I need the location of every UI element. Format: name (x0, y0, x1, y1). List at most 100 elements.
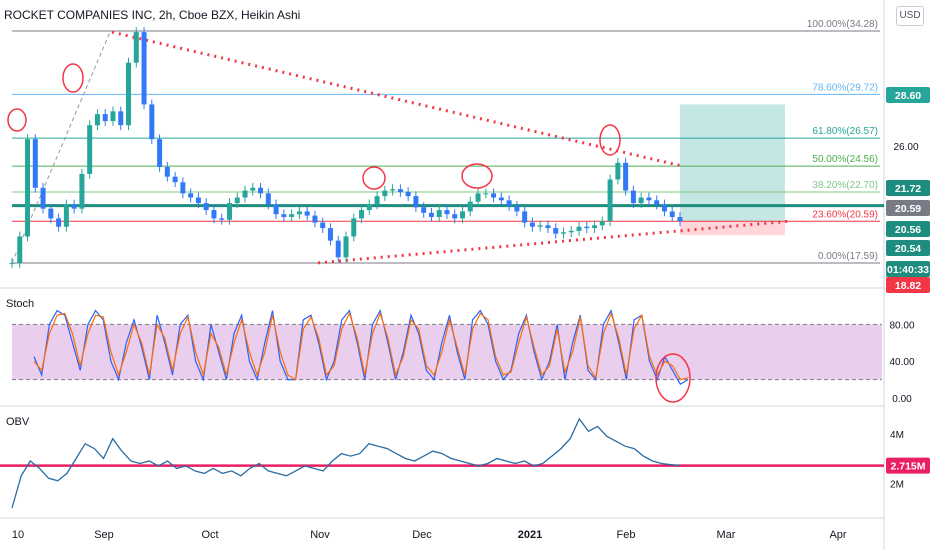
highlight-circle (461, 163, 493, 189)
price-candle (320, 222, 326, 229)
time-tick: Oct (201, 529, 218, 541)
obv-tick: 4M (890, 430, 904, 441)
price-candle (514, 205, 520, 212)
price-candle (234, 197, 240, 204)
obv-pane[interactable] (0, 417, 884, 509)
price-candle (522, 211, 528, 223)
price-candle (195, 197, 201, 204)
price-candle (483, 193, 489, 195)
price-candle (188, 193, 194, 198)
price-candle (646, 197, 652, 201)
price-candle (203, 203, 209, 211)
price-candle (226, 203, 232, 220)
highlight-circle (62, 63, 84, 93)
price-tag-bg (886, 200, 930, 216)
price-candle (149, 104, 155, 140)
price-candle (141, 32, 147, 105)
price-candle (654, 200, 660, 205)
price-candle (343, 236, 349, 258)
highlight-circle (362, 166, 386, 190)
price-candle (405, 191, 411, 197)
stoch-pane[interactable] (12, 308, 882, 403)
price-tag: 20.56 (895, 224, 921, 236)
price-candle (529, 222, 535, 227)
price-candle (615, 162, 621, 180)
price-candle (630, 190, 636, 204)
price-candle (94, 114, 100, 126)
price-candle (312, 215, 318, 223)
price-candle (359, 210, 365, 219)
price-candle (498, 197, 504, 201)
price-candle (436, 210, 442, 217)
currency-button[interactable]: USD (896, 6, 924, 26)
price-candle (304, 211, 310, 216)
price-tag-bg (886, 180, 930, 196)
time-tick: 10 (12, 529, 24, 541)
price-candle (211, 210, 217, 219)
price-candle (366, 204, 372, 211)
time-tick: Nov (310, 529, 330, 541)
highlight-circle (7, 108, 27, 132)
price-candle (265, 193, 271, 205)
stoch-label: Stoch (6, 298, 35, 310)
resistance-trendline (111, 30, 681, 168)
price-candle (32, 139, 38, 188)
highlight-circle (655, 353, 691, 403)
stoch-tick: 40.00 (889, 357, 914, 368)
price-candle (258, 187, 264, 194)
price-candle (592, 225, 598, 229)
price-candle (87, 125, 93, 174)
time-tick: Sep (94, 529, 114, 541)
price-tag-bg (886, 240, 930, 256)
price-candle (17, 236, 23, 263)
price-candle (669, 211, 675, 217)
fib-label: 50.00%(24.56) (812, 154, 878, 165)
price-candle (63, 204, 69, 227)
price-candle (164, 166, 170, 177)
price-candle (584, 226, 590, 229)
price-candle (413, 196, 419, 208)
time-tick: Dec (412, 529, 432, 541)
stoch-tick: 0.00 (892, 394, 912, 405)
price-candle (351, 218, 357, 237)
price-tag: 20.54 (895, 243, 921, 255)
price-scale[interactable]: 26.0030.0028.6021.7220.5920.5620.5401:40… (886, 86, 930, 490)
price-candle (638, 197, 644, 204)
price-tag-bg (886, 261, 930, 277)
stoch-line (33, 311, 689, 381)
price-candle (661, 204, 667, 212)
highlight-circle (599, 124, 621, 156)
price-candle (157, 139, 163, 167)
price-candle (79, 173, 85, 209)
fib-label: 38.20%(22.70) (812, 180, 878, 191)
obv-tag-bg (886, 457, 930, 474)
fib-label: 0.00%(17.59) (818, 251, 878, 262)
time-tick: Mar (717, 529, 736, 541)
price-tag: 21.72 (895, 183, 921, 195)
price-candle (40, 187, 46, 209)
stoch-band (12, 324, 882, 380)
price-candle (576, 226, 582, 231)
price-tick: 26.00 (893, 142, 918, 153)
price-candle (335, 240, 341, 258)
price-candle (568, 230, 574, 233)
price-candle (467, 201, 473, 212)
stoch-tick: 80.00 (889, 320, 914, 331)
price-candle (250, 187, 256, 191)
price-candle (677, 216, 683, 222)
target-zone (680, 104, 785, 222)
time-axis[interactable]: 10 Sep Oct Nov Dec 2021 Feb Mar Apr (12, 529, 847, 541)
stoch-line (33, 308, 689, 386)
price-tag: 20.59 (895, 203, 921, 215)
price-candle (374, 196, 380, 205)
time-tick: Apr (829, 529, 846, 541)
price-tag-bg (886, 277, 930, 293)
time-tick: 2021 (518, 529, 542, 541)
price-candle (9, 262, 15, 264)
price-pane[interactable]: 100.00%(34.28) 78.60%(29.72) 61.80%(26.57)… (7, 19, 884, 268)
price-candle (180, 182, 186, 194)
price-candle (327, 228, 333, 241)
price-tag-bg (886, 87, 930, 103)
price-candle (242, 190, 248, 198)
